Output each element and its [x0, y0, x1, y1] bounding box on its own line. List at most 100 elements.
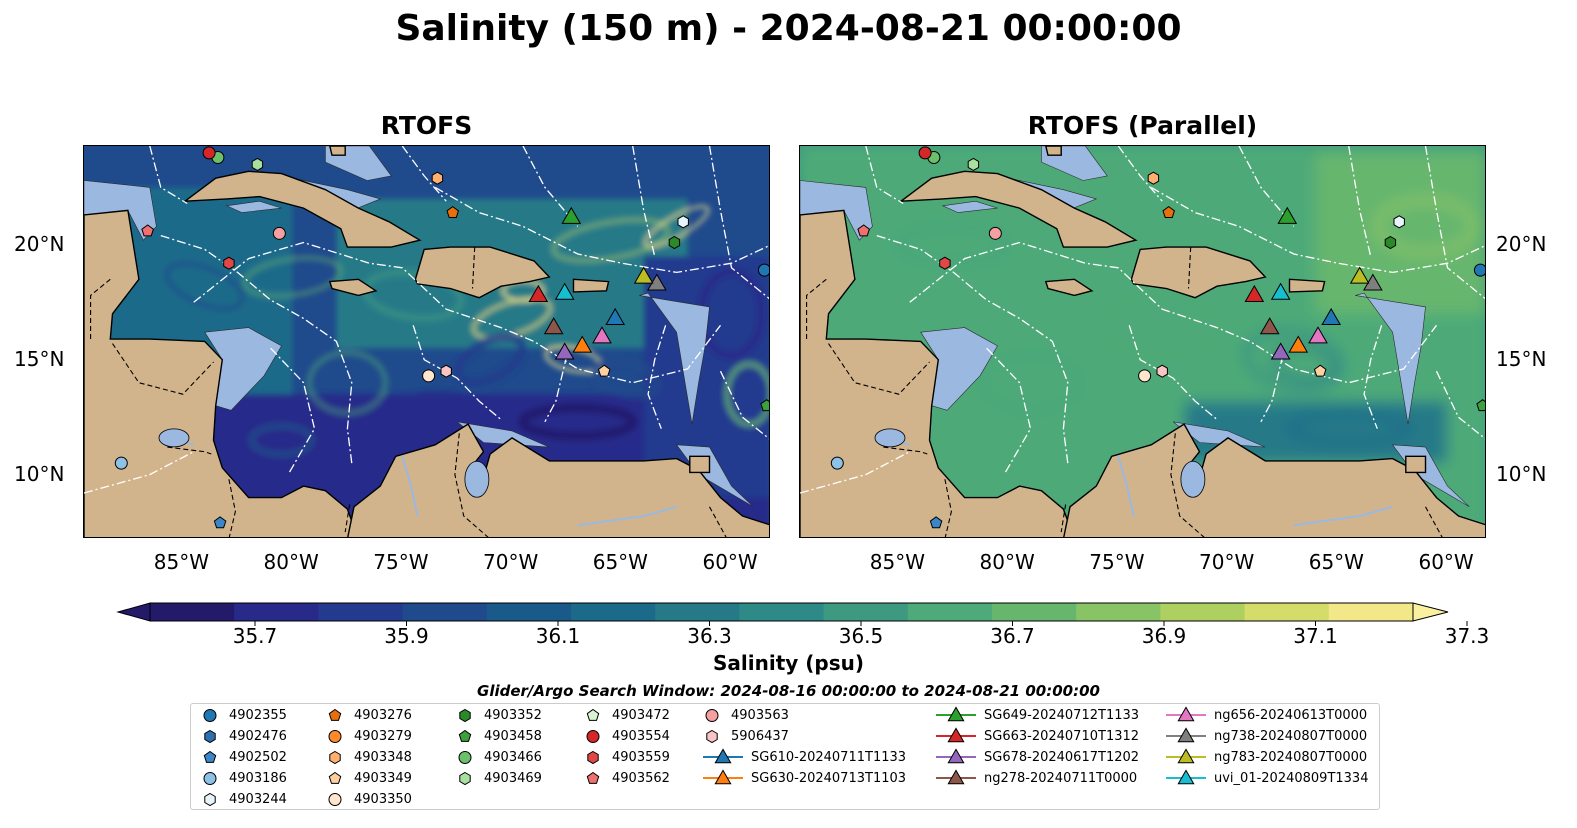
legend-marker-hexagon-icon [329, 750, 341, 765]
legend-marker-circle-icon [203, 772, 217, 785]
marker-4903349 [1313, 364, 1327, 377]
lon-tick-label: 75°W [373, 550, 429, 574]
legend-swatch [1177, 706, 1195, 722]
legend-label: 5906437 [731, 728, 789, 744]
legend-label: SG649-20240712T1133 [984, 707, 1140, 723]
lat-tick-label-left: 10°N [14, 461, 65, 486]
lakes [874, 428, 1206, 498]
marker-4903350 [422, 369, 436, 383]
colorbar-bin [234, 603, 319, 621]
marker-ng783-20240807T0000 [1349, 266, 1370, 284]
marker-4903469 [967, 157, 980, 171]
legend-item: SG630-20240713T1103 [703, 769, 906, 787]
legend-marker-triangle-icon [936, 748, 976, 764]
legend-marker-triangle-icon [936, 706, 976, 722]
legend-swatch [1177, 727, 1195, 743]
legend-swatch [204, 792, 216, 807]
marker-4903348 [431, 171, 444, 185]
legend-marker-circle-icon [705, 709, 719, 722]
colorbar-bin [992, 603, 1077, 621]
legend-marker-pentagon-icon [586, 771, 600, 784]
lon-tick-label: 75°W [1089, 550, 1145, 574]
legend-marker-triangle-icon [1166, 727, 1206, 743]
marker-SG630-20240713T1103 [1288, 335, 1309, 353]
land-puerto-rico [572, 278, 610, 293]
marker-4902502 [929, 516, 943, 529]
legend-item: ng656-20240613T0000 [1166, 706, 1367, 724]
legend-swatch [203, 772, 217, 785]
colorbar-bin [1328, 603, 1414, 621]
marker-4902502 [213, 516, 227, 529]
colorbar-bin [318, 603, 404, 621]
legend-marker-triangle-icon [1166, 748, 1206, 764]
legend-label: 4903563 [731, 707, 789, 723]
legend-marker-triangle-icon [703, 748, 743, 764]
marker-4903469 [251, 157, 264, 171]
legend-swatch [947, 706, 965, 722]
legend-label: 4903279 [354, 728, 412, 744]
legend-item: SG649-20240712T1133 [936, 706, 1139, 724]
marker-SG678-20240617T1202 [554, 342, 575, 360]
legend-item: 4902476 [201, 727, 287, 745]
legend-item: SG678-20240617T1202 [936, 748, 1139, 766]
lon-tick-label: 70°W [1199, 550, 1255, 574]
lon-tick-label: 85°W [153, 550, 209, 574]
colorbar-bin [1244, 603, 1330, 621]
legend-swatch [1177, 769, 1195, 785]
colorbar-tick-label: 36.3 [687, 624, 732, 648]
legend-swatch [714, 748, 732, 764]
legend-swatch [586, 771, 600, 784]
eez-boundaries [84, 146, 769, 494]
lon-tick-label: 85°W [869, 550, 925, 574]
colorbar [116, 602, 1468, 626]
land-central-america [800, 209, 1075, 537]
land-hispaniola [1130, 246, 1267, 299]
legend-item: 4903276 [326, 706, 412, 724]
legend-swatch [203, 709, 217, 722]
legend-marker-hexagon-icon [204, 729, 216, 744]
legend-swatch [328, 708, 342, 721]
legend-item: 4903554 [584, 727, 670, 745]
legend-item: 4903469 [456, 769, 542, 787]
legend-item: ng738-20240807T0000 [1166, 727, 1367, 745]
colorbar-tick-label: 36.7 [990, 624, 1035, 648]
colorbar-bin [571, 603, 656, 621]
lon-tick-label: 80°W [263, 550, 319, 574]
legend-marker-circle-icon [203, 709, 217, 722]
marker-4902355 [1473, 263, 1485, 277]
colorbar-tick-label: 35.9 [384, 624, 429, 648]
marker-4903276 [446, 205, 459, 218]
legend-label: 4903350 [354, 791, 412, 807]
legend-marker-hexagon-icon [459, 771, 471, 786]
figure-title: Salinity (150 m) - 2024-08-21 00:00:00 [395, 8, 1182, 49]
legend-item: 4903559 [584, 748, 670, 766]
colorbar-tick-label: 36.9 [1141, 624, 1187, 648]
land-cuba [898, 170, 1138, 248]
marker-4903458 [1476, 399, 1485, 412]
marker-4903352 [1384, 235, 1397, 250]
legend-label: 4903466 [484, 749, 542, 765]
marker-SG663-20240710T1312 [1244, 284, 1265, 303]
marker-SG649-20240712T1133 [1277, 206, 1298, 224]
legend-item: 4903458 [456, 727, 542, 745]
lon-tick-label: 60°W [702, 550, 758, 574]
marker-4903186 [114, 456, 128, 470]
legend-item: SG610-20240711T1133 [703, 748, 906, 766]
marker-SG610-20240711T1133 [605, 307, 626, 326]
legend-label: 4902476 [229, 728, 287, 744]
legend-item: 4902355 [201, 706, 287, 724]
legend-marker-triangle-icon [936, 769, 976, 785]
panel-title-rtofs: RTOFS [380, 111, 473, 140]
land-trinidad [689, 455, 711, 474]
legend-item: 4903466 [456, 748, 542, 766]
legend-swatch [203, 750, 217, 763]
marker-4903349 [597, 364, 611, 377]
land-jamaica [328, 278, 378, 297]
marker-4903554 [202, 146, 216, 160]
marker-4903348 [1147, 171, 1160, 185]
lon-tick-label: 70°W [483, 550, 539, 574]
legend-label: 4903244 [229, 791, 287, 807]
lat-tick-label-right: 20°N [1496, 231, 1547, 256]
marker-SG678-20240617T1202 [1270, 342, 1291, 360]
legend-label: 4903472 [612, 707, 670, 723]
